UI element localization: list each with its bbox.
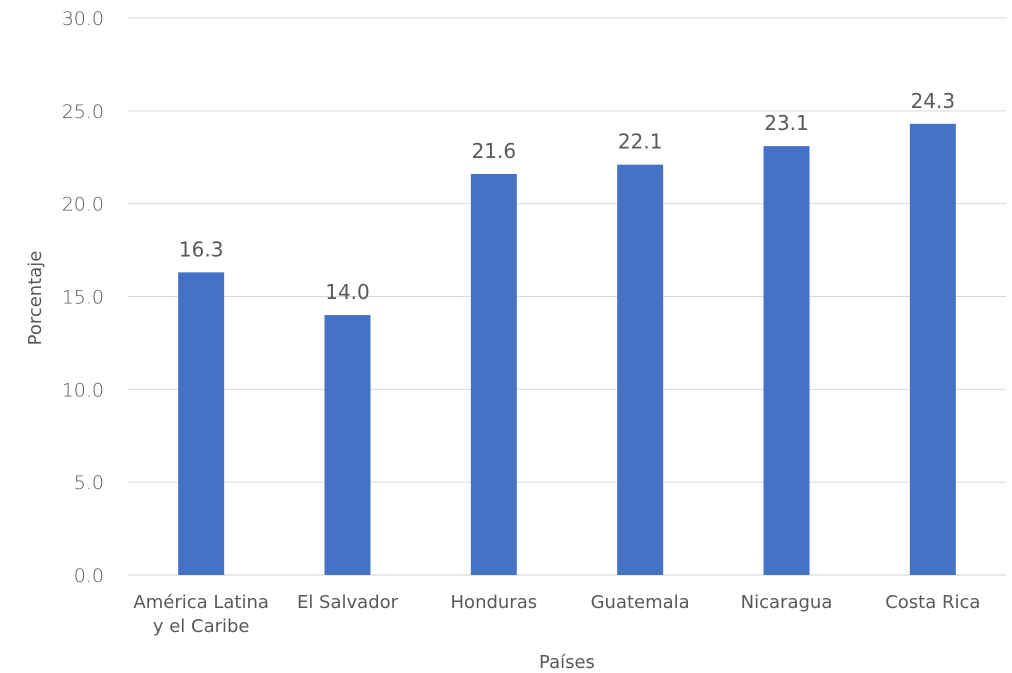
bar <box>324 315 371 575</box>
x-tick-label: Honduras <box>451 592 538 613</box>
y-tick-label: 25.0 <box>62 101 104 123</box>
gridlines <box>128 17 1006 576</box>
y-axis-title: Porcentaje <box>25 251 46 346</box>
bar <box>470 173 517 575</box>
y-axis-ticks: 0.0 5.0 10.0 15.0 20.0 25.0 30.0 <box>62 8 104 587</box>
data-label: 21.6 <box>472 139 517 163</box>
y-tick-label: 0.0 <box>74 565 104 587</box>
x-tick-label-line: El Salvador <box>297 592 399 613</box>
x-tick-label-line: Nicaragua <box>741 592 833 613</box>
x-tick-label-line: Costa Rica <box>885 592 980 613</box>
x-tick-label: El Salvador <box>297 592 399 613</box>
x-axis-ticks: América Latina y el Caribe El Salvador Hond… <box>133 592 980 637</box>
bar <box>178 272 225 575</box>
data-labels: 16.3 14.0 21.6 22.1 23.1 24.3 <box>179 89 955 304</box>
x-tick-label-line: Guatemala <box>591 592 690 613</box>
bars <box>178 123 956 576</box>
x-axis-title: Países <box>539 652 595 673</box>
x-tick-label: Nicaragua <box>741 592 833 613</box>
x-tick-label-line: América Latina <box>133 592 269 613</box>
bar <box>763 146 810 576</box>
data-label: 16.3 <box>179 237 224 261</box>
x-tick-label-line: Honduras <box>451 592 538 613</box>
data-label: 23.1 <box>764 111 809 135</box>
y-tick-label: 20.0 <box>62 194 104 216</box>
y-tick-label: 15.0 <box>62 287 104 309</box>
data-label: 22.1 <box>618 130 663 154</box>
x-tick-label: Guatemala <box>591 592 690 613</box>
bar <box>617 164 664 575</box>
data-label: 24.3 <box>911 89 956 113</box>
y-tick-label: 30.0 <box>62 8 104 30</box>
y-tick-label: 5.0 <box>74 472 104 494</box>
x-tick-label: Costa Rica <box>885 592 980 613</box>
bar <box>909 123 956 575</box>
data-label: 14.0 <box>325 280 370 304</box>
x-tick-label-line: y el Caribe <box>153 616 250 637</box>
x-tick-label: América Latina y el Caribe <box>133 592 269 637</box>
y-tick-label: 10.0 <box>62 379 104 401</box>
